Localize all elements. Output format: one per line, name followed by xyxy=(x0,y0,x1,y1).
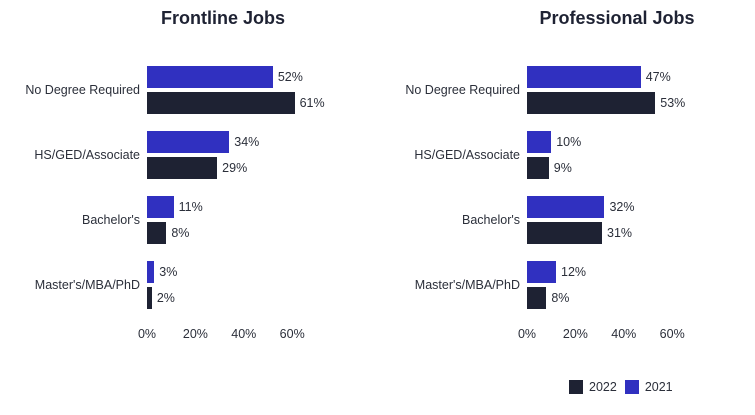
bar-2021 xyxy=(147,196,174,218)
bar-2022 xyxy=(527,222,603,244)
bar-2021 xyxy=(527,261,557,283)
x-tick-label: 0% xyxy=(137,327,157,341)
x-tick-label: 0% xyxy=(517,327,537,341)
legend-item-2021: 2021 xyxy=(624,380,673,394)
value-label-2022: 8% xyxy=(551,291,570,305)
value-label-2022: 29% xyxy=(222,161,248,175)
legend-label-2021: 2021 xyxy=(644,380,673,394)
value-label-2021: 52% xyxy=(277,70,303,84)
chart-title-professional: Professional Jobs xyxy=(539,8,695,28)
value-label-2021: 32% xyxy=(609,200,635,214)
value-label-2022: 8% xyxy=(171,226,190,240)
value-label-2021: 11% xyxy=(178,200,203,214)
category-label: No Degree Required xyxy=(25,83,140,97)
bar-2022 xyxy=(527,92,656,114)
legend-label-2022: 2022 xyxy=(589,380,617,394)
value-label-2021: 10% xyxy=(556,135,582,149)
value-label-2021: 47% xyxy=(645,70,671,84)
value-label-2021: 3% xyxy=(159,265,178,279)
value-label-2022: 61% xyxy=(299,96,325,110)
value-label-2022: 31% xyxy=(607,226,633,240)
bar-2022 xyxy=(147,287,152,309)
bar-2021 xyxy=(147,131,230,153)
bar-2021 xyxy=(527,131,552,153)
x-tick-label: 20% xyxy=(562,327,588,341)
x-tick-label: 20% xyxy=(182,327,208,341)
bar-2022 xyxy=(527,157,549,179)
bar-2021 xyxy=(147,261,155,283)
chart-title-frontline: Frontline Jobs xyxy=(160,8,286,28)
bar-2022 xyxy=(147,92,295,114)
legend-item-2022: 2022 xyxy=(569,380,617,394)
legend-swatch-2021 xyxy=(624,380,639,394)
chart-panel-professional: Professional Jobs No Degree Required 47% 53… xyxy=(405,8,695,341)
x-tick-label: 40% xyxy=(231,327,257,341)
category-label: Bachelor's xyxy=(82,213,140,227)
legend: 2022 2021 xyxy=(569,380,681,394)
category-label: HS/GED/Associate xyxy=(414,148,520,162)
x-tick-label: 60% xyxy=(659,327,685,341)
category-label: Master's/MBA/PhD xyxy=(414,278,520,292)
category-label: No Degree Required xyxy=(405,83,520,97)
x-tick-label: 60% xyxy=(279,327,305,341)
bar-2021 xyxy=(527,196,605,218)
value-label-2021: 34% xyxy=(234,135,260,149)
value-label-2022: 2% xyxy=(156,291,175,305)
category-label: Master's/MBA/PhD xyxy=(34,278,140,292)
value-label-2022: 53% xyxy=(660,96,686,110)
bar-2022 xyxy=(527,287,547,309)
bar-2021 xyxy=(147,66,273,88)
x-tick-label: 40% xyxy=(611,327,637,341)
legend-swatch-2022 xyxy=(569,380,583,394)
bar-2021 xyxy=(527,66,641,88)
category-label: HS/GED/Associate xyxy=(34,148,140,162)
category-label: Bachelor's xyxy=(462,213,520,227)
bar-2022 xyxy=(147,157,218,179)
value-label-2022: 9% xyxy=(553,161,572,175)
chart-panel-frontline: Frontline Jobs No Degree Required 52% 61% HS… xyxy=(25,8,325,341)
value-label-2021: 12% xyxy=(561,265,587,279)
bar-2022 xyxy=(147,222,167,244)
